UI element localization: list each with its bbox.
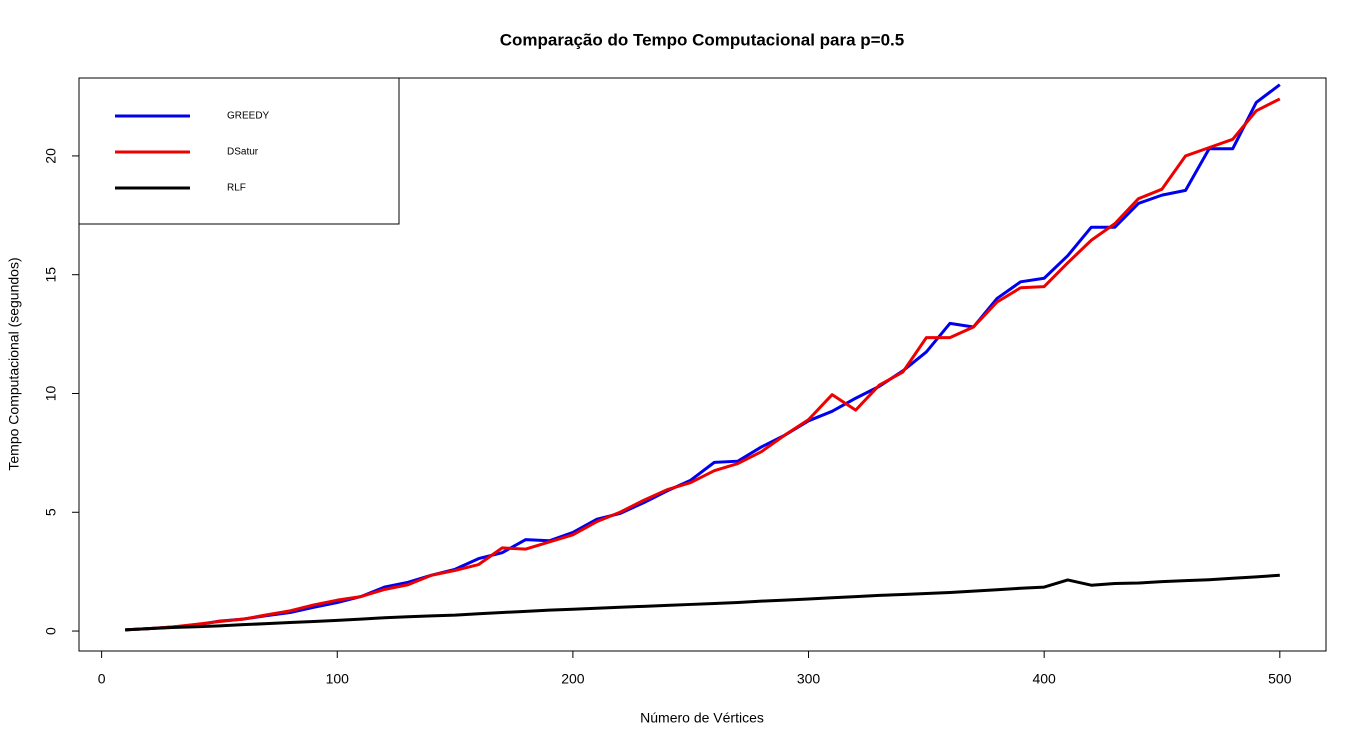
- data-line: [125, 97, 1281, 632]
- x-axis-label: Número de Vértices: [640, 710, 764, 726]
- y-axis-label: Tempo Computacional (segundos): [6, 257, 22, 470]
- y-tick-label: 15: [43, 267, 59, 283]
- data-line: [125, 573, 1280, 632]
- legend-label: GREEDY: [227, 111, 270, 122]
- y-tick-label: 10: [43, 385, 59, 401]
- x-tick-label: 400: [1032, 671, 1056, 687]
- legend-label: RLF: [227, 183, 246, 194]
- x-tick-label: 100: [326, 671, 350, 687]
- x-tick-label: 0: [98, 671, 106, 687]
- data-line: [125, 83, 1281, 632]
- x-tick-label: 200: [561, 671, 585, 687]
- x-tick-label: 300: [797, 671, 821, 687]
- chart-title: Comparação do Tempo Computacional para p…: [500, 30, 904, 49]
- y-tick-label: 0: [43, 627, 59, 635]
- y-tick-label: 20: [43, 148, 59, 164]
- x-tick-label: 500: [1268, 671, 1292, 687]
- y-tick-label: 5: [43, 508, 59, 516]
- legend-label: DSatur: [227, 147, 259, 158]
